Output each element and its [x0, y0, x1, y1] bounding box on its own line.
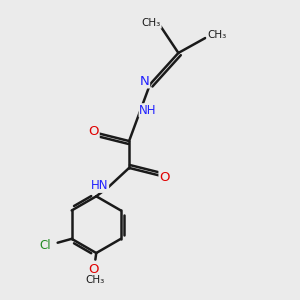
Text: CH₃: CH₃ [207, 30, 226, 40]
Text: CH₃: CH₃ [142, 18, 161, 28]
Text: O: O [88, 125, 99, 138]
Text: O: O [88, 263, 99, 276]
Text: Cl: Cl [39, 239, 51, 252]
Text: N: N [140, 75, 149, 88]
Text: HN: HN [91, 179, 109, 192]
Text: CH₃: CH₃ [86, 275, 105, 285]
Text: NH: NH [139, 104, 157, 117]
Text: O: O [159, 171, 169, 184]
